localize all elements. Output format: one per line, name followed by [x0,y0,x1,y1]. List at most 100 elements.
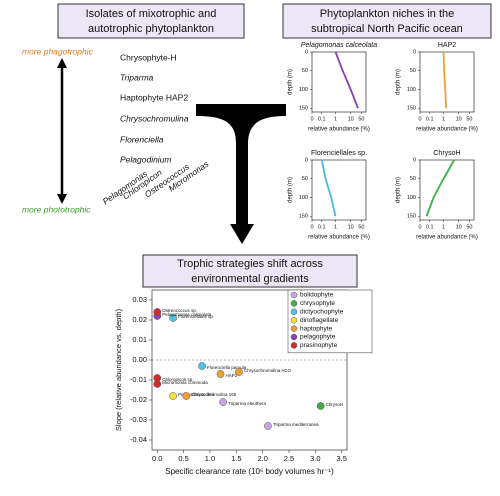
legend-swatch [290,342,298,349]
x-tick-label: 10 [348,116,354,122]
y-tick-label: -0.02 [130,395,147,404]
isolate: Pelagodinium [120,154,172,164]
legend-swatch [290,333,298,341]
legend-swatch [290,325,298,332]
panel-title: environmental gradients [191,273,309,285]
x-axis-label: relative abundance (%) [416,127,478,133]
isolate: Haptophyte HAP2 [120,92,188,102]
trend-line [442,51,448,109]
x-tick-label: 0.1 [426,116,434,122]
x-tick-label: 0.1 [318,224,326,230]
point-label: Ostreococcus sp. [162,308,197,313]
x-tick-label: 3.0 [310,454,320,463]
point-label: HAP2 [226,373,238,378]
y-tick-label: -0.03 [130,415,147,424]
y-tick-label: 0 [305,49,308,55]
point-label: Chrysochromulina 165 [191,392,237,397]
y-axis-label: depth (m) [288,177,294,203]
legend-swatch [290,300,298,307]
title-box [57,3,245,39]
x-tick-label: 0 [310,116,313,122]
trend-line [334,51,359,109]
point-label: Florenciellales sp. [178,314,214,319]
y-tick-label: 100 [407,195,416,201]
data-point [182,392,191,400]
y-axis-label: Slope (relative abundance vs. depth) [114,308,123,431]
x-tick-label: 1.5 [231,454,241,463]
isolate: Florenciella [120,134,164,144]
y-axis-label: depth (m) [396,69,402,95]
plot-title: Florenciellales sp. [311,150,367,157]
x-tick-label: 1 [334,116,337,122]
panel-title: autotrophic phytoplankton [88,23,214,35]
point-label: ChrysoH [326,402,344,407]
x-tick-label: 50 [466,224,472,230]
y-tick-label: 0.00 [132,355,147,364]
panel-title: Phytoplankton niches in the [320,8,455,20]
x-tick-label: 3.5 [337,454,347,463]
legend-label: chrysophyte [300,300,335,307]
y-tick-label: 50 [302,176,308,182]
panel-title: subtropical North Pacific ocean [311,23,463,35]
x-tick-label: 0 [310,224,313,230]
y-tick-label: 0.03 [132,295,147,304]
x-axis-label: relative abundance (%) [416,235,478,241]
legend-label: haptophyte [300,325,333,332]
x-tick-label: 0.0 [152,454,162,463]
plot-frame [419,159,475,221]
top-label: more phagotrophic [22,46,94,56]
y-tick-label: 0 [413,157,416,163]
point-label: Florenciella parvula [207,365,247,370]
point-label: Pelagodinium beii [178,392,214,397]
data-point [169,392,177,400]
y-tick-label: 100 [299,87,308,93]
title-box [142,254,358,288]
x-axis-label: relative abundance (%) [308,127,370,133]
point-label: Triparma mediterranea [273,422,319,427]
point-label: Triparma eleuthera [228,401,266,406]
x-tick-label: 2.0 [257,454,267,463]
x-tick-label: 1 [442,116,445,122]
y-tick-label: 0.02 [132,315,147,324]
data-point [153,308,162,316]
legend-box [287,289,373,354]
x-tick-label: 10 [456,224,462,230]
legend-label: dictyochophyte [300,309,344,316]
x-tick-label: 10 [456,116,462,122]
legend-swatch [290,308,298,316]
title-box [282,3,492,39]
x-tick-label: 1.0 [205,454,215,463]
point-label: Micromonas commoda [162,380,208,385]
isolate: Chrysophyte-H [120,52,177,62]
y-tick-label: 0 [305,157,308,163]
y-tick-label: 100 [407,87,416,93]
y-tick-label: 150 [407,214,416,220]
legend-label: dinoflagellate [300,317,339,324]
plot-frame [151,289,348,451]
y-tick-label: 0.01 [132,335,147,344]
y-tick-label: -0.01 [130,375,147,384]
x-axis-label: relative abundance (%) [308,235,370,241]
point-label: Pelagomonas calceolata [162,312,212,317]
plot-title: HAP2 [438,42,456,49]
data-point [169,314,177,322]
legend-label: bolidophyte [300,292,334,299]
data-point [219,398,227,406]
y-axis-label: depth (m) [288,69,294,95]
x-tick-label: 10 [348,224,354,230]
isolate: Triparma [120,72,154,82]
x-tick-label: 1 [442,224,445,230]
data-point [235,368,243,376]
trophic-arrow [57,58,67,204]
y-tick-label: 50 [410,176,416,182]
x-tick-label: 0 [418,224,421,230]
x-tick-label: 0 [418,116,421,122]
panel-title: Isolates of mixotrophic and [86,8,217,20]
x-tick-label: 50 [358,116,364,122]
plot-title: Pelagomonas calceolata [301,42,377,49]
x-tick-label: 0.5 [178,454,188,463]
y-tick-label: 150 [299,214,308,220]
y-tick-label: 50 [302,68,308,74]
x-tick-label: 2.5 [284,454,294,463]
